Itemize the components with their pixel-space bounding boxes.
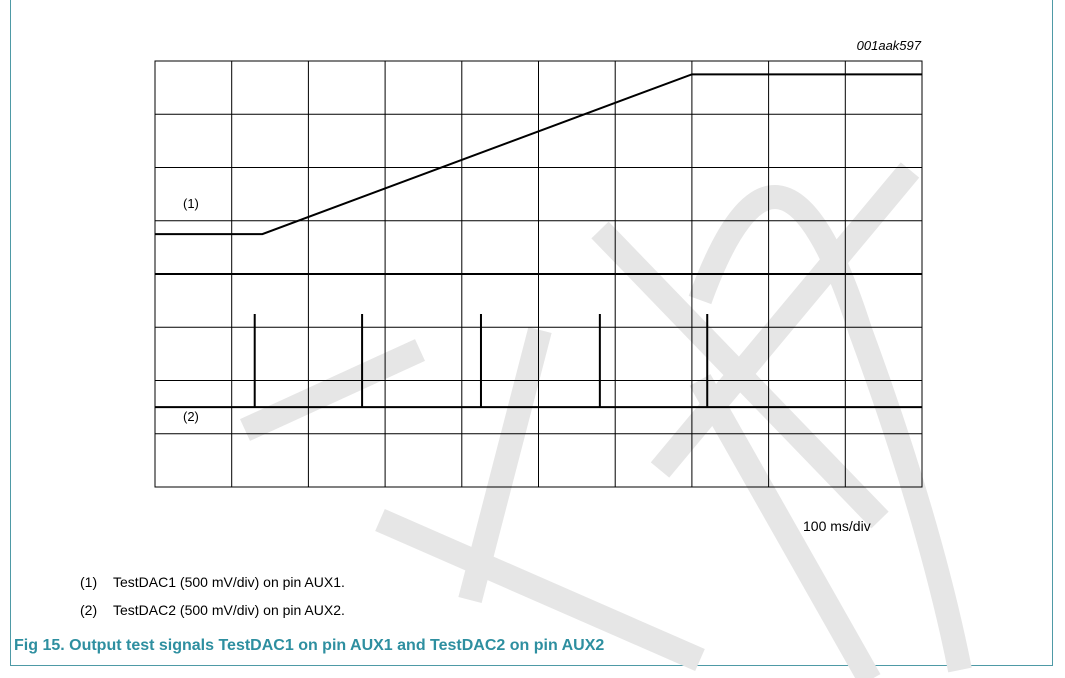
trace-1-line bbox=[155, 73, 922, 236]
grid-lines bbox=[155, 61, 922, 487]
note-number: (2) bbox=[80, 602, 98, 618]
note-text: TestDAC2 (500 mV/div) on pin AUX2. bbox=[113, 602, 345, 618]
figure-id: 001aak597 bbox=[856, 38, 921, 53]
note-text: TestDAC1 (500 mV/div) on pin AUX1. bbox=[113, 574, 345, 590]
note-item: (2) TestDAC2 (500 mV/div) on pin AUX2. bbox=[80, 602, 345, 630]
note-number: (1) bbox=[80, 574, 98, 590]
trace-label-1: (1) bbox=[183, 196, 199, 211]
signal-traces bbox=[155, 73, 922, 409]
time-scale-label: 100 ms/div bbox=[803, 518, 871, 534]
notes-list: (1) TestDAC1 (500 mV/div) on pin AUX1. (… bbox=[80, 574, 345, 630]
figure-caption: Fig 15. Output test signals TestDAC1 on … bbox=[14, 637, 605, 654]
trace-label-2: (2) bbox=[183, 409, 199, 424]
note-item: (1) TestDAC1 (500 mV/div) on pin AUX1. bbox=[80, 574, 345, 602]
